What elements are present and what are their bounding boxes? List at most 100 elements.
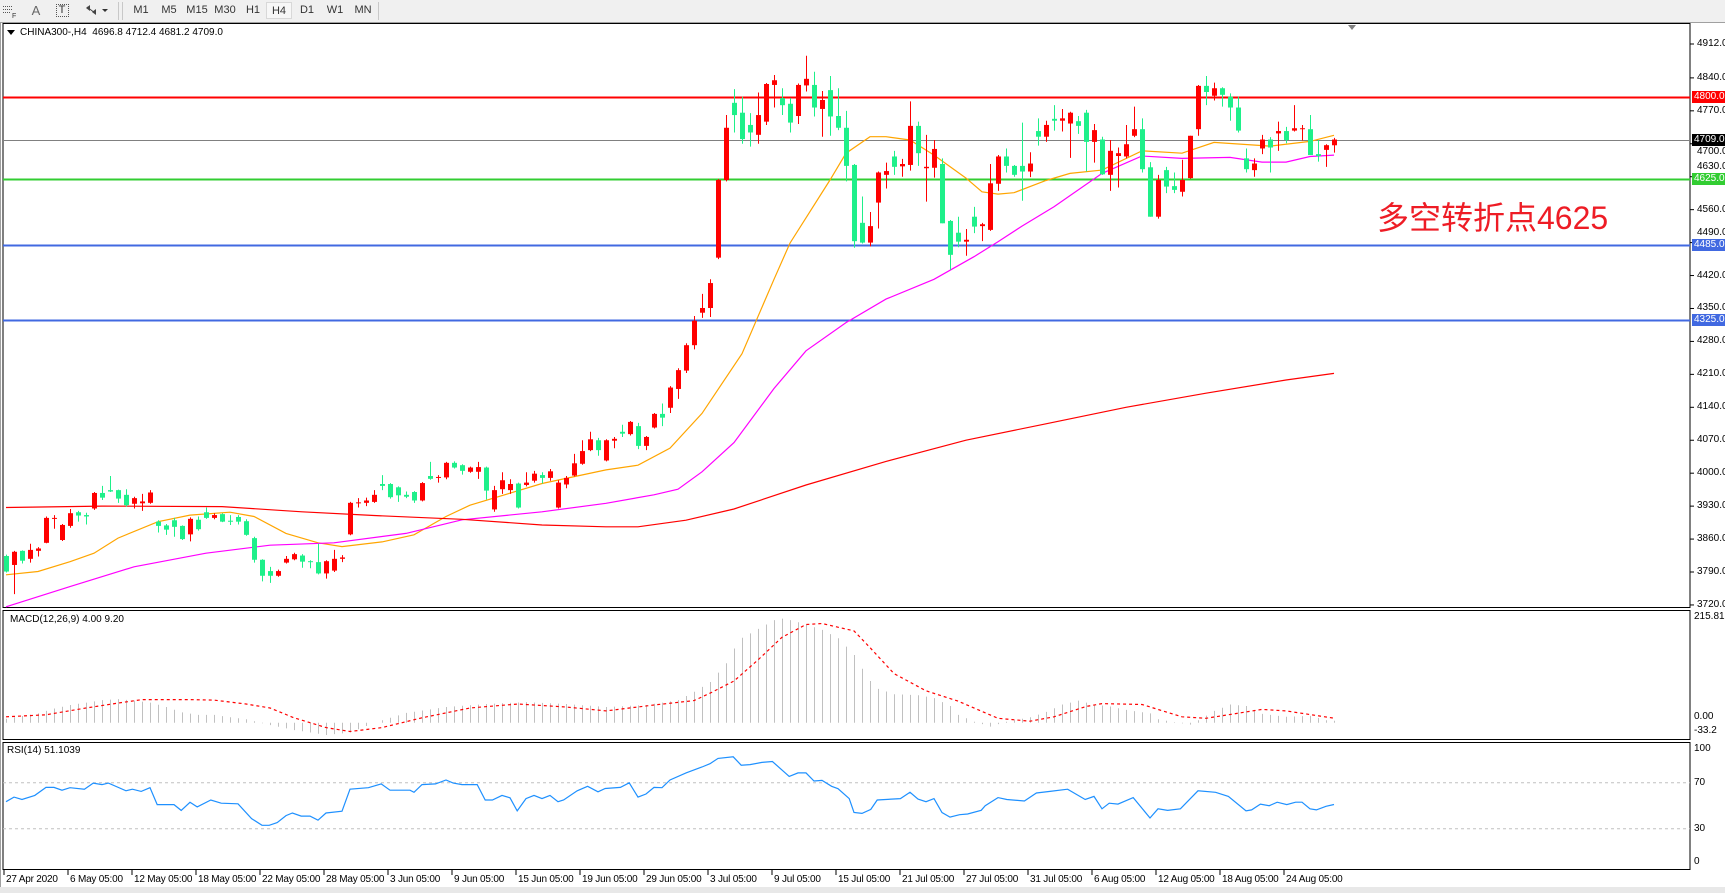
moving-average-line-3 <box>5 372 1335 528</box>
candle-bear <box>1172 186 1177 190</box>
macd-axis-label: -33.2 <box>1694 725 1717 736</box>
price-axis-label: 4700.0 <box>1697 146 1725 157</box>
text-icon[interactable]: A <box>31 3 41 18</box>
text-label-glyph: T <box>55 4 69 17</box>
candle-bull <box>148 492 153 503</box>
candle-bull <box>356 502 361 504</box>
time-axis-label: 9 Jun 05:00 <box>454 874 505 885</box>
timeframe-d1[interactable]: D1 <box>299 4 315 16</box>
price-axis-label: 4280.0 <box>1697 335 1725 346</box>
candle-bear <box>1284 131 1289 141</box>
candle-bull <box>68 513 73 526</box>
rsi-axis-label: 70 <box>1694 777 1706 788</box>
time-axis-label: 12 May 05:00 <box>134 874 193 885</box>
price-axis-label: 4350.0 <box>1697 302 1725 313</box>
symbol-label: CHINA300-,H4 <box>20 27 87 38</box>
candle-bear <box>236 516 241 522</box>
candle-bear <box>204 512 209 518</box>
candle-bull <box>684 345 689 371</box>
timeframe-h4[interactable]: H4 <box>266 2 292 19</box>
candle-bear <box>100 492 105 498</box>
candle-bull <box>364 500 369 503</box>
candle-bear <box>396 487 401 496</box>
candle-bear <box>836 116 841 128</box>
candle-bull <box>188 518 193 535</box>
candle-bear <box>732 102 737 116</box>
status-strip <box>0 887 1725 893</box>
toolbar-separator <box>118 2 119 20</box>
arrows-icon[interactable] <box>84 2 110 19</box>
candle-bear <box>620 431 625 434</box>
moving-average-line-1 <box>5 134 1335 576</box>
price-axis-label: 3860.0 <box>1697 533 1725 544</box>
timeframe-mn[interactable]: MN <box>354 4 372 16</box>
candle-bear <box>428 476 433 479</box>
candle-bear <box>540 475 545 478</box>
timeframe-m15[interactable]: M15 <box>186 4 208 16</box>
time-axis-label: 21 Jul 05:00 <box>902 874 955 885</box>
annotation-text[interactable]: 多空转折点4625 <box>1377 200 1609 236</box>
candle-bear <box>1012 165 1017 175</box>
chart-title: CHINA300-,H4 4696.8 4712.4 4681.2 4709.0 <box>20 27 223 38</box>
candle-bull <box>572 463 577 476</box>
candle-bull <box>604 440 609 461</box>
candle-bear <box>972 216 977 227</box>
macd-axis-label: 215.81 <box>1694 611 1725 622</box>
candle-bull <box>980 224 985 227</box>
candle-bear <box>812 84 817 108</box>
time-axis-label: 24 Aug 05:00 <box>1286 874 1343 885</box>
candle-bull <box>716 180 721 258</box>
candle-bull <box>1276 131 1281 134</box>
timeframe-m1[interactable]: M1 <box>133 4 149 16</box>
candle-bull <box>932 148 937 168</box>
candle-bull <box>548 471 553 478</box>
text-label-icon[interactable]: T <box>54 2 70 19</box>
candle-bull <box>468 467 473 472</box>
candle-bull <box>804 78 809 86</box>
candle-bull <box>12 551 17 565</box>
candle-bear <box>1308 129 1313 156</box>
time-axis-label: 18 Aug 05:00 <box>1222 874 1279 885</box>
candle-bull <box>652 413 657 428</box>
time-axis-label: 3 Jul 05:00 <box>710 874 757 885</box>
rsi-axis-label: 30 <box>1694 823 1706 834</box>
price-line-label: 4709.0 <box>1692 134 1725 146</box>
candle-bear <box>308 561 313 563</box>
candle-bull <box>868 226 873 243</box>
candle-bull <box>556 482 561 508</box>
timeframe-m30[interactable]: M30 <box>214 4 236 16</box>
rsi-panel-frame <box>2 742 1691 870</box>
candle-bear <box>596 440 601 451</box>
price-axis-label: 4770.0 <box>1697 105 1725 116</box>
timeframe-w1[interactable]: W1 <box>326 4 344 16</box>
candle-bull <box>60 524 65 541</box>
price-axis-label: 4630.0 <box>1697 161 1725 172</box>
candle-bull <box>476 467 481 472</box>
candle-bear <box>940 164 945 224</box>
chart-menu-arrow-icon[interactable] <box>7 30 15 35</box>
time-axis-label: 28 May 05:00 <box>326 874 385 885</box>
candle-bull <box>420 483 425 501</box>
candle-bear <box>268 571 273 576</box>
candle-bear <box>252 538 257 560</box>
candle-bull <box>708 283 713 309</box>
candle-bear <box>460 465 465 471</box>
candle-bear <box>260 559 265 576</box>
candle-bear <box>380 484 385 486</box>
timeframe-h1[interactable]: H1 <box>245 4 261 16</box>
candle-bear <box>1148 167 1153 217</box>
price-axis-label: 4070.0 <box>1697 434 1725 445</box>
time-axis-label: 3 Jun 05:00 <box>390 874 441 885</box>
chart-shift-marker-icon[interactable] <box>1348 25 1356 30</box>
macd-label: MACD(12,26,9) 4.00 9.20 <box>10 614 124 625</box>
candle-bear <box>388 484 393 498</box>
candle-bear <box>196 519 201 530</box>
grid-f-icon[interactable]: F <box>2 2 18 20</box>
timeframe-m5[interactable]: M5 <box>161 4 177 16</box>
macd-axis-label: 0.00 <box>1694 711 1714 722</box>
candle-bull <box>36 548 41 551</box>
candle-bear <box>788 103 793 123</box>
price-axis-label: 4490.0 <box>1697 227 1725 238</box>
candle-bull <box>964 239 969 242</box>
